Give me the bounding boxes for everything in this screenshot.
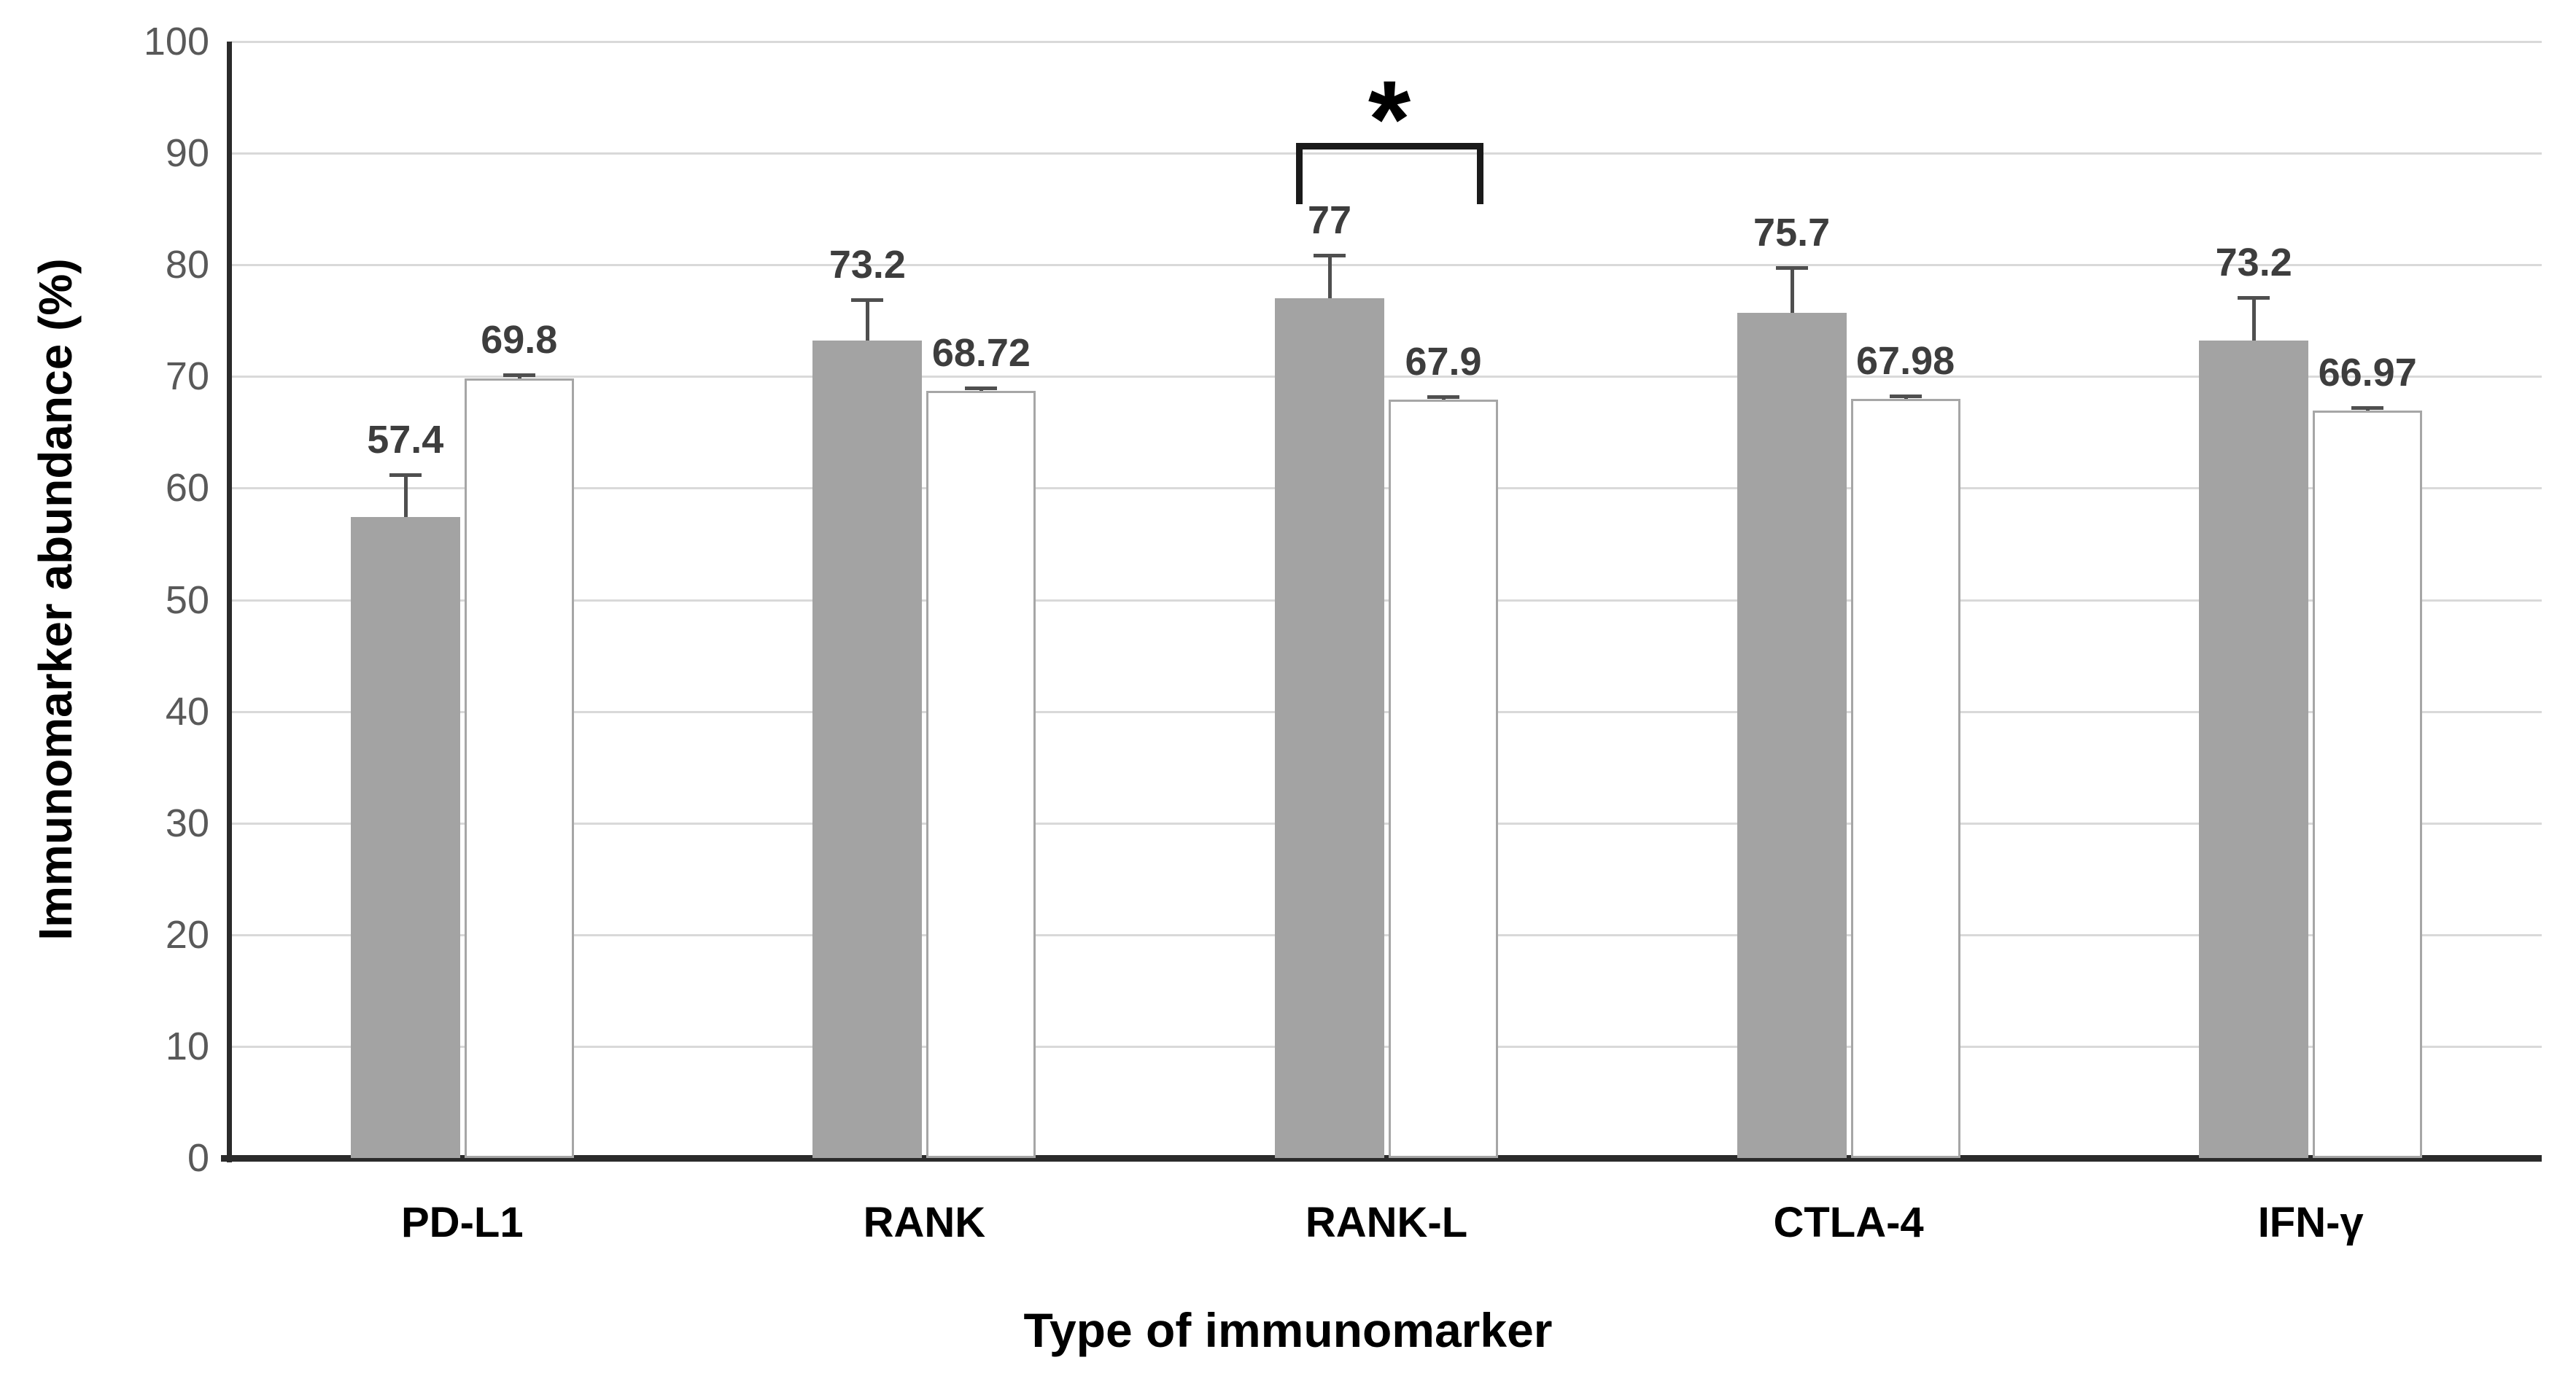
gridline-40: [231, 710, 2542, 713]
error-bar-whisker-series_1_gray-CTLA-4: [1790, 265, 1794, 314]
bar-series_2_white-CTLA-4: [1850, 399, 1960, 1158]
error-bar-cap-series_1_gray-PD-L1: [389, 473, 422, 478]
x-axis-line: [221, 1155, 2542, 1162]
error-bar-cap-series_2_white-RANK: [965, 386, 998, 390]
gridline-10: [231, 1045, 2542, 1048]
error-bar-cap-series_1_gray-IFN-γ: [2238, 296, 2270, 300]
category-label-RANK: RANK: [863, 1199, 986, 1246]
value-label-series_2_white-CTLA-4: 67.98: [1856, 339, 1955, 384]
y-tick-label-90: 90: [165, 131, 209, 176]
error-bar-cap-series_2_white-CTLA-4: [1889, 395, 1922, 399]
error-bar-whisker-series_1_gray-RANK-L: [1328, 253, 1332, 299]
y-tick-label-70: 70: [165, 354, 209, 399]
bar-series_2_white-RANK: [926, 390, 1036, 1158]
value-label-series_2_white-IFN-γ: 66.97: [2318, 350, 2417, 395]
value-label-series_1_gray-PD-L1: 57.4: [367, 418, 444, 462]
bar-series_2_white-IFN-γ: [2313, 410, 2423, 1158]
bar-series_1_gray-RANK: [812, 341, 923, 1158]
y-axis-line: [227, 42, 232, 1162]
category-label-IFN-γ: IFN-γ: [2257, 1199, 2364, 1246]
gridline-30: [231, 822, 2542, 825]
error-bar-cap-series_2_white-PD-L1: [503, 373, 535, 377]
y-tick-label-10: 10: [165, 1024, 209, 1068]
bar-series_1_gray-RANK-L: [1275, 298, 1384, 1158]
value-label-series_2_white-PD-L1: 69.8: [481, 317, 558, 362]
value-label-series_2_white-RANK: 68.72: [931, 330, 1031, 375]
category-label-RANK-L: RANK-L: [1305, 1199, 1468, 1246]
bar-series_1_gray-IFN-γ: [2199, 341, 2309, 1158]
value-label-series_1_gray-CTLA-4: 75.7: [1753, 210, 1831, 254]
error-bar-cap-series_1_gray-RANK: [851, 298, 884, 303]
error-bar-cap-series_2_white-IFN-γ: [2351, 405, 2384, 410]
error-bar-cap-series_1_gray-CTLA-4: [1775, 265, 1808, 270]
category-label-PD-L1: PD-L1: [401, 1199, 524, 1246]
gridline-90: [231, 152, 2542, 155]
y-tick-label-50: 50: [165, 578, 209, 622]
significance-bracket-right-leg: [1477, 143, 1483, 204]
bar-series_2_white-RANK-L: [1389, 400, 1498, 1158]
gridline-70: [231, 376, 2542, 378]
y-tick-label-20: 20: [165, 912, 209, 957]
error-bar-whisker-series_1_gray-PD-L1: [403, 473, 408, 518]
y-tick-label-30: 30: [165, 801, 209, 845]
error-bar-whisker-series_1_gray-IFN-γ: [2252, 296, 2257, 341]
significance-bracket-top: [1296, 143, 1483, 149]
significance-bracket-left-leg: [1296, 143, 1303, 204]
value-label-series_1_gray-RANK-L: 77: [1307, 198, 1352, 242]
bar-series_1_gray-CTLA-4: [1737, 313, 1847, 1158]
gridline-100: [231, 41, 2542, 43]
bar-series_1_gray-PD-L1: [350, 517, 460, 1158]
gridline-50: [231, 599, 2542, 602]
value-label-series_1_gray-RANK: 73.2: [829, 243, 906, 287]
error-bar-cap-series_2_white-RANK-L: [1427, 395, 1459, 400]
y-tick-label-40: 40: [165, 689, 209, 734]
error-bar-cap-series_1_gray-RANK-L: [1314, 253, 1346, 257]
gridline-20: [231, 933, 2542, 936]
y-tick-label-80: 80: [165, 243, 209, 287]
x-axis-title: Type of immunomarker: [1023, 1303, 1553, 1357]
error-bar-whisker-series_1_gray-RANK: [866, 298, 870, 341]
category-label-CTLA-4: CTLA-4: [1773, 1199, 1924, 1246]
significance-asterisk: *: [1367, 58, 1411, 180]
value-label-series_2_white-RANK-L: 67.9: [1405, 340, 1482, 384]
gridline-60: [231, 487, 2542, 490]
bar-series_2_white-PD-L1: [464, 378, 574, 1158]
y-tick-label-0: 0: [187, 1136, 209, 1180]
y-tick-label-100: 100: [143, 20, 209, 63]
gridline-80: [231, 264, 2542, 267]
value-label-series_1_gray-IFN-γ: 73.2: [2215, 241, 2292, 285]
y-tick-label-60: 60: [165, 466, 209, 510]
